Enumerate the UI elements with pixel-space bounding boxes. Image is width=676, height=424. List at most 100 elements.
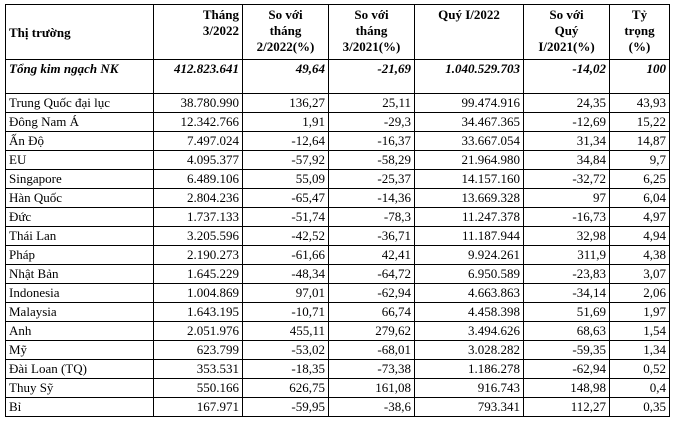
cell-month-value: 2.051.976 <box>153 321 243 341</box>
cell-vs-quarter: -34,14 <box>523 283 610 303</box>
cell-quarter-value: 4.663.863 <box>414 283 524 303</box>
cell-vs-quarter: 112,27 <box>523 397 610 417</box>
cell-vs-prev-month: -65,47 <box>242 188 329 208</box>
cell-vs-same-month: -29,3 <box>328 112 415 132</box>
cell-vs-same-month: -73,38 <box>328 359 415 379</box>
cell-share: 15,22 <box>609 112 670 132</box>
cell-vs-same-month: -78,3 <box>328 207 415 227</box>
cell-month-value: 167.971 <box>153 397 243 417</box>
cell-vs-same-month: 25,11 <box>328 93 415 113</box>
cell-vs-prev-month: 97,01 <box>242 283 329 303</box>
header-row: Thị trường Tháng 3/2022 So với tháng 2/2022… <box>5 4 670 60</box>
cell-vs-quarter: 24,35 <box>523 93 610 113</box>
cell-market-name: Bỉ <box>5 397 154 417</box>
header-share: Tỷ trọng (%) <box>609 4 670 60</box>
cell-vs-same-month: 279,62 <box>328 321 415 341</box>
cell-vs-same-month: 42,41 <box>328 245 415 265</box>
cell-vs-same-month: -16,37 <box>328 131 415 151</box>
cell-market-name: Ấn Độ <box>5 131 154 151</box>
cell-quarter-value: 99.474.916 <box>414 93 524 113</box>
cell-vs-same-month: -36,71 <box>328 226 415 246</box>
table-row: Thuy Sỹ 550.166 626,75 161,08 916.743 148,98 0… <box>5 378 670 398</box>
cell-month-value: 1.737.133 <box>153 207 243 227</box>
cell-month-value: 1.004.869 <box>153 283 243 303</box>
table-row: Hàn Quốc 2.804.236 -65,47 -14,36 13.669.328 9… <box>5 188 670 208</box>
cell-quarter-value: 34.467.365 <box>414 112 524 132</box>
table-row: Singapore 6.489.106 55,09 -25,37 14.157.160-… <box>5 169 670 189</box>
cell-vs-quarter: -23,83 <box>523 264 610 284</box>
cell-share: 6,04 <box>609 188 670 208</box>
import-market-table: Thị trường Tháng 3/2022 So với tháng 2/2022… <box>5 4 670 417</box>
cell-vs-same-month: -58,29 <box>328 150 415 170</box>
table-row: Đài Loan (TQ) 353.531 -18,35 -73,38 1.186.27… <box>5 359 670 379</box>
cell-share: 0,52 <box>609 359 670 379</box>
cell-market-name: Đức <box>5 207 154 227</box>
cell-month-value: 2.804.236 <box>153 188 243 208</box>
cell-market-name: Singapore <box>5 169 154 189</box>
header-market: Thị trường <box>5 4 154 60</box>
cell-share: 43,93 <box>609 93 670 113</box>
table-row: Malaysia 1.643.195 -10,71 66,74 4.458.398 51,… <box>5 302 670 322</box>
total-share: 100 <box>609 59 670 94</box>
cell-month-value: 3.205.596 <box>153 226 243 246</box>
total-vs-same-month: -21,69 <box>328 59 415 94</box>
cell-quarter-value: 4.458.398 <box>414 302 524 322</box>
header-month: Tháng 3/2022 <box>153 4 243 60</box>
cell-vs-quarter: -12,69 <box>523 112 610 132</box>
total-row: Tổng kim ngạch NK 412.823.641 49,64 -21,… <box>5 59 670 94</box>
cell-quarter-value: 3.028.282 <box>414 340 524 360</box>
cell-quarter-value: 33.667.054 <box>414 131 524 151</box>
cell-vs-prev-month: -53,02 <box>242 340 329 360</box>
total-quarter: 1.040.529.703 <box>414 59 524 94</box>
cell-vs-prev-month: 626,75 <box>242 378 329 398</box>
cell-share: 9,7 <box>609 150 670 170</box>
cell-vs-prev-month: -57,92 <box>242 150 329 170</box>
table-row: Nhật Bản 1.645.229 -48,34 -64,72 6.950.589 -2… <box>5 264 670 284</box>
cell-vs-quarter: 97 <box>523 188 610 208</box>
cell-market-name: Đài Loan (TQ) <box>5 359 154 379</box>
header-vs-quarter-last-year: So với Quý I/2021(%) <box>523 4 610 60</box>
cell-market-name: Trung Quốc đại lục <box>5 93 154 113</box>
cell-vs-quarter: 68,63 <box>523 321 610 341</box>
cell-month-value: 7.497.024 <box>153 131 243 151</box>
cell-month-value: 550.166 <box>153 378 243 398</box>
total-vs-quarter: -14,02 <box>523 59 610 94</box>
header-vs-same-month-last-year: So với tháng 3/2021(%) <box>328 4 415 60</box>
cell-vs-same-month: -64,72 <box>328 264 415 284</box>
cell-vs-prev-month: -10,71 <box>242 302 329 322</box>
cell-quarter-value: 21.964.980 <box>414 150 524 170</box>
cell-quarter-value: 11.187.944 <box>414 226 524 246</box>
cell-vs-same-month: -25,37 <box>328 169 415 189</box>
table-row: Thái Lan 3.205.596 -42,52 -36,71 11.187.944 3… <box>5 226 670 246</box>
cell-vs-prev-month: -18,35 <box>242 359 329 379</box>
cell-market-name: Thái Lan <box>5 226 154 246</box>
cell-vs-prev-month: 455,11 <box>242 321 329 341</box>
cell-market-name: Mỹ <box>5 340 154 360</box>
table-row: Mỹ 623.799 -53,02 -68,01 3.028.282 -59,35 1,34 <box>5 340 670 360</box>
cell-vs-prev-month: 55,09 <box>242 169 329 189</box>
cell-share: 6,25 <box>609 169 670 189</box>
cell-share: 1,34 <box>609 340 670 360</box>
cell-vs-prev-month: -61,66 <box>242 245 329 265</box>
cell-quarter-value: 793.341 <box>414 397 524 417</box>
cell-market-name: Pháp <box>5 245 154 265</box>
cell-share: 1,97 <box>609 302 670 322</box>
cell-month-value: 38.780.990 <box>153 93 243 113</box>
cell-share: 4,38 <box>609 245 670 265</box>
cell-market-name: Malaysia <box>5 302 154 322</box>
table-row: Anh 2.051.976 455,11 279,62 3.494.626 68,63 1,… <box>5 321 670 341</box>
header-vs-prev-month: So với tháng 2/2022(%) <box>242 4 329 60</box>
cell-share: 4,94 <box>609 226 670 246</box>
cell-share: 1,54 <box>609 321 670 341</box>
total-label: Tổng kim ngạch NK <box>5 59 154 94</box>
cell-month-value: 353.531 <box>153 359 243 379</box>
cell-market-name: Indonesia <box>5 283 154 303</box>
table-row: Bỉ 167.971 -59,95 -38,6 793.341 112,27 0,35 <box>5 397 670 417</box>
cell-month-value: 623.799 <box>153 340 243 360</box>
cell-quarter-value: 3.494.626 <box>414 321 524 341</box>
cell-vs-quarter: 311,9 <box>523 245 610 265</box>
cell-share: 14,87 <box>609 131 670 151</box>
cell-share: 0,4 <box>609 378 670 398</box>
cell-vs-prev-month: -12,64 <box>242 131 329 151</box>
cell-vs-quarter: 32,98 <box>523 226 610 246</box>
